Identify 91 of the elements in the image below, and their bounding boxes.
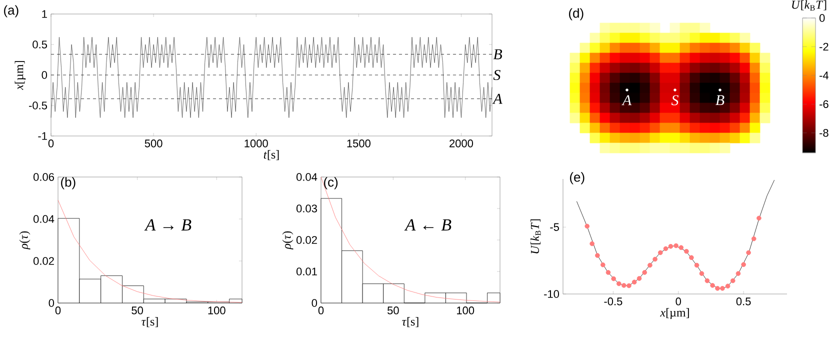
point	[595, 253, 600, 258]
point	[736, 271, 741, 276]
annotation: A → B	[144, 219, 192, 231]
y-tick-label: 0.5	[32, 40, 48, 48]
point	[668, 244, 674, 249]
point	[590, 241, 594, 246]
y-tick-label: -10	[544, 290, 560, 298]
color-bar-title: U[k$_{B}$T]	[792, 0, 826, 10]
color-bar-label: -6	[820, 100, 828, 108]
y-tick-label: -0.5	[29, 102, 48, 110]
x-tick-label: 1000	[244, 140, 268, 148]
chart-title: (a)	[4, 5, 18, 18]
x-tick-label: 0	[55, 306, 61, 314]
point	[636, 276, 642, 281]
x-axis-title: τ[s]	[142, 317, 158, 328]
point	[756, 216, 762, 221]
y-tick-label: 0.02	[34, 257, 54, 265]
x-tick-label: 0.5	[736, 298, 751, 306]
point	[678, 245, 684, 250]
annotation: A ← B	[404, 219, 452, 231]
point	[626, 283, 632, 288]
point	[699, 271, 704, 276]
chart-title: (d)	[569, 8, 584, 20]
x-axis-title: x[µm]	[660, 308, 689, 320]
point	[642, 270, 648, 275]
point	[684, 248, 689, 254]
x-tick-label: 100	[208, 306, 226, 314]
y-tick-label: 0.02	[296, 236, 317, 244]
y-tick-label: 0.04	[296, 173, 318, 181]
point	[730, 278, 736, 284]
x-tick-label: 50	[132, 306, 143, 314]
y-axis-title: ρ(τ)	[19, 231, 30, 250]
point	[648, 262, 652, 268]
chart-title: (e)	[570, 172, 584, 184]
annotation: A	[622, 95, 632, 106]
point	[584, 224, 590, 229]
x-tick-label: 500	[144, 140, 162, 148]
point	[674, 243, 678, 248]
x-tick-label: 0	[318, 306, 324, 314]
ref-line-label: B	[493, 49, 502, 60]
x-tick-label: 2000	[450, 140, 474, 148]
point	[652, 256, 658, 262]
point	[746, 250, 751, 256]
y-tick-label: 0.03	[296, 204, 317, 212]
x-tick-label: 0	[676, 298, 682, 306]
point	[663, 246, 668, 252]
y-tick-label: 0.01	[296, 268, 317, 276]
y-tick-label: 1	[42, 10, 47, 18]
chart-title: (b)	[61, 177, 76, 190]
point	[632, 280, 637, 284]
y-tick-label: 0	[42, 71, 48, 79]
point	[694, 262, 700, 268]
point	[710, 283, 715, 288]
y-tick-label: 0.04	[34, 215, 54, 223]
y-tick-label: 0.06	[34, 173, 54, 181]
y-axis-title: x[µm]	[14, 61, 26, 90]
line-series	[58, 200, 242, 303]
annotation: S	[671, 95, 679, 106]
point	[621, 283, 626, 288]
point	[689, 255, 694, 260]
point	[715, 286, 720, 291]
x-tick-label: 100	[457, 306, 474, 314]
x-tick-label: -0.5	[604, 298, 622, 306]
x-axis-title: t[s]	[264, 150, 279, 160]
y-tick-label: -1	[38, 132, 47, 140]
ref-line-label: A	[492, 94, 502, 104]
color-bar-label: 0	[819, 14, 825, 22]
point	[611, 276, 616, 282]
point	[658, 250, 663, 256]
point	[720, 286, 725, 291]
color-bar-label: -4	[820, 72, 829, 80]
x-tick-label: 50	[388, 306, 399, 314]
line-series	[50, 36, 492, 118]
ref-line-label: S	[493, 70, 500, 80]
point	[751, 236, 756, 242]
y-axis-title: U[k$_{B}$T]	[530, 219, 541, 254]
point	[616, 281, 622, 286]
y-tick-label: -5	[550, 223, 559, 231]
annotation: B	[716, 95, 724, 106]
y-axis-title: ρ(τ)	[282, 231, 294, 250]
x-axis-title: τ[s]	[402, 317, 418, 328]
x-tick-label: 1500	[347, 140, 370, 148]
point	[704, 278, 710, 284]
color-bar-label: -2	[820, 42, 828, 51]
point	[600, 262, 606, 268]
line-series	[320, 176, 500, 302]
chart-title: (c)	[324, 177, 338, 190]
point	[606, 270, 611, 275]
point	[741, 262, 746, 267]
point	[725, 284, 730, 288]
color-bar-label: -8	[820, 129, 828, 137]
